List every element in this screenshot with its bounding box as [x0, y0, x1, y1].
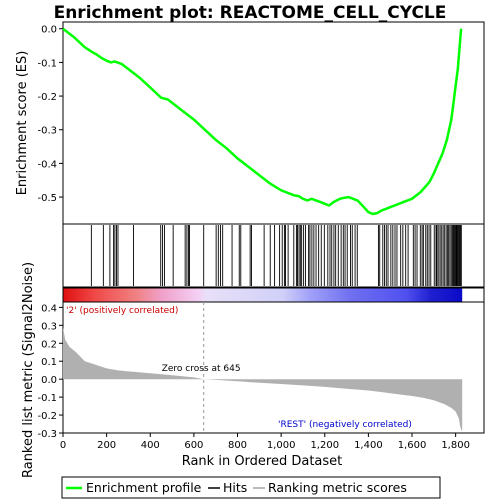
- color-bar-gradient: [63, 288, 463, 302]
- metric-y-tick-label: 0.3: [41, 321, 57, 332]
- metric-y-tick-label: 0.0: [41, 375, 57, 386]
- x-tick-label: 1,000: [267, 440, 296, 451]
- legend-hits-label: Hits: [223, 480, 247, 495]
- negative-correlation-label: 'REST' (negatively correlated): [278, 420, 412, 430]
- x-tick-label: 1,600: [398, 440, 427, 451]
- metric-panel-frame: [62, 301, 485, 434]
- x-tick-label: 200: [97, 440, 116, 451]
- metric-y-tick-label: 0.2: [41, 339, 57, 350]
- metric-y-axis-label: Ranked list metric (Signal2Noise): [21, 262, 36, 478]
- legend-frame: [61, 476, 441, 499]
- ranking-metric-area: [63, 327, 463, 432]
- rank-color-bar: [62, 287, 485, 303]
- chart-title: Enrichment plot: REACTOME_CELL_CYCLE: [54, 3, 447, 23]
- legend-metric-label: Ranking metric scores: [268, 480, 407, 495]
- legend: Enrichment profile Hits Ranking metric s…: [61, 476, 441, 499]
- metric-y-tick-label: 0.4: [41, 303, 57, 314]
- metric-y-tick-label: -0.2: [37, 411, 57, 422]
- x-tick-label: 1,400: [354, 440, 383, 451]
- x-tick-label: 1,200: [310, 440, 339, 451]
- x-tick-label: 800: [228, 440, 247, 451]
- metric-y-tick-label: -0.3: [37, 429, 57, 440]
- x-axis-label: Rank in Ordered Dataset: [182, 454, 343, 469]
- hits-panel: [62, 223, 485, 288]
- legend-profile-label: Enrichment profile: [86, 480, 202, 495]
- x-tick-label: 400: [141, 440, 160, 451]
- metric-y-tick-label: 0.1: [41, 357, 57, 368]
- x-tick-label: 0: [60, 440, 66, 451]
- es-panel: 0.0 -0.1 -0.2 -0.3 -0.4 -0.5 Enrichment score…: [15, 21, 485, 225]
- es-y-tick-label: -0.4: [37, 159, 57, 170]
- es-y-tick-label: -0.1: [37, 58, 57, 69]
- enrichment-profile-line: [62, 27, 463, 216]
- es-y-tick-label: -0.3: [37, 126, 57, 137]
- x-tick-label: 600: [184, 440, 203, 451]
- positive-correlation-label: '2' (positively correlated): [66, 306, 178, 316]
- metric-panel: Zero cross at 645 '2' (positively correl…: [21, 262, 485, 478]
- zero-cross-label: Zero cross at 645: [162, 364, 241, 374]
- es-y-tick-label: 0.0: [41, 25, 57, 36]
- metric-y-tick-label: -0.1: [37, 393, 57, 404]
- es-y-tick-label: -0.2: [37, 92, 57, 103]
- x-tick-label: 1,800: [441, 440, 470, 451]
- hits-panel-frame: [62, 223, 485, 288]
- es-y-tick-label: -0.5: [37, 193, 57, 204]
- es-y-axis-label: Enrichment score (ES): [15, 51, 30, 196]
- es-panel-frame: [62, 21, 485, 225]
